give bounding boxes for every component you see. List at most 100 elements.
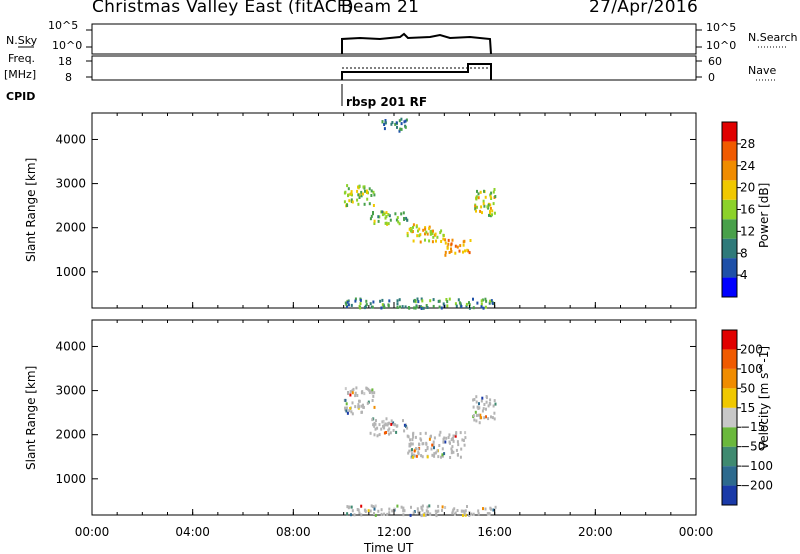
heatmap-cell <box>417 300 420 304</box>
heatmap-cell <box>369 509 372 513</box>
heatmap-cell <box>372 212 374 216</box>
heatmap-cell <box>403 509 406 513</box>
power-y-tick-label: 4000 <box>55 132 86 146</box>
heatmap-cell <box>424 449 427 452</box>
heatmap-cell <box>408 449 411 453</box>
heatmap-cell <box>422 228 425 232</box>
freq-trace <box>341 63 492 80</box>
heatmap-cell <box>489 398 492 402</box>
heatmap-cell <box>412 511 415 515</box>
heatmap-cell <box>412 239 415 243</box>
heatmap-cell <box>371 305 374 309</box>
heatmap-cell <box>346 305 348 309</box>
heatmap-cell <box>381 303 384 307</box>
heatmap-cell <box>430 229 433 233</box>
heatmap-cell <box>481 298 484 302</box>
heatmap-cell <box>366 401 369 405</box>
heatmap-cell <box>383 431 386 435</box>
heatmap-cell <box>475 197 478 201</box>
heatmap-cell <box>383 306 386 309</box>
heatmap-cell <box>351 401 354 405</box>
heatmap-cell <box>451 449 454 453</box>
heatmap-cell <box>459 431 462 435</box>
heatmap-cell <box>343 191 346 195</box>
heatmap-cell <box>383 426 386 430</box>
heatmap-cell <box>479 413 482 417</box>
heatmap-cell <box>425 304 428 307</box>
heatmap-cell <box>412 455 415 459</box>
velocity-colorbar-tick-label: 50 <box>740 381 755 395</box>
heatmap-cell <box>436 235 439 239</box>
heatmap-cell <box>436 449 439 453</box>
heatmap-cell <box>354 391 357 395</box>
heatmap-cell <box>484 305 487 309</box>
heatmap-cell <box>417 229 419 233</box>
heatmap-cell <box>417 447 420 451</box>
heatmap-cell <box>435 239 437 243</box>
heatmap-cell <box>450 242 453 246</box>
heatmap-cell <box>388 427 391 431</box>
heatmap-cell <box>489 506 492 510</box>
heatmap-cell <box>404 119 407 123</box>
heatmap-cell <box>431 232 434 235</box>
heatmap-cell <box>444 241 447 245</box>
heatmap-cell <box>356 508 359 511</box>
heatmap-cell <box>396 125 398 129</box>
heatmap-cell <box>428 504 431 508</box>
heatmap-cell <box>373 193 376 197</box>
heatmap-cell <box>472 398 475 402</box>
heatmap-cell <box>419 437 422 441</box>
heatmap-cell <box>374 504 377 508</box>
heatmap-cell <box>423 513 425 517</box>
power-heatmap <box>343 117 497 310</box>
velocity-heatmap <box>343 386 497 518</box>
heatmap-cell <box>358 185 361 188</box>
velocity-panel: 1000 2000 3000 4000 Slant Range [km] <box>24 319 697 518</box>
heatmap-cell <box>357 193 360 197</box>
heatmap-cell <box>424 238 426 242</box>
heatmap-cell <box>407 451 410 455</box>
power-y-tick-label: 2000 <box>55 221 86 235</box>
heatmap-cell <box>358 196 361 199</box>
heatmap-cell <box>464 431 467 435</box>
heatmap-cell <box>476 301 479 305</box>
heatmap-cell <box>422 442 425 446</box>
date-label: 27/Apr/2016 <box>589 0 699 17</box>
heatmap-cell <box>429 232 432 236</box>
heatmap-cell <box>351 200 354 204</box>
heatmap-cell <box>392 421 395 425</box>
heatmap-cell <box>398 119 401 123</box>
heatmap-cell <box>426 505 429 509</box>
power-colorbar-tick-label: 28 <box>740 137 755 151</box>
heatmap-cell <box>385 431 388 434</box>
heatmap-cell <box>403 120 406 124</box>
heatmap-cell <box>448 440 451 444</box>
heatmap-cell <box>489 206 492 210</box>
nsky-left-tick-top: 10^5 <box>48 19 78 32</box>
heatmap-cell <box>492 404 495 408</box>
heatmap-cell <box>490 415 492 419</box>
heatmap-cell <box>393 423 396 427</box>
heatmap-cell <box>357 405 360 409</box>
heatmap-cell <box>373 424 376 428</box>
heatmap-cell <box>468 303 471 307</box>
heatmap-cell <box>425 509 428 513</box>
velocity-colorbar-tick-label: −100 <box>740 459 773 473</box>
heatmap-cell <box>476 205 478 209</box>
heatmap-cell <box>350 190 353 194</box>
heatmap-cell <box>424 232 426 236</box>
heatmap-cell <box>405 118 408 122</box>
heatmap-cell <box>370 389 373 393</box>
heatmap-cell <box>371 418 374 422</box>
heatmap-cell <box>416 507 419 511</box>
heatmap-cell <box>487 512 490 516</box>
heatmap-cell <box>367 387 370 391</box>
heatmap-cell <box>425 230 428 234</box>
power-colorbar-segment <box>722 141 737 161</box>
power-colorbar: Power [dB] 4 8 12 16 20 24 28 <box>721 121 771 298</box>
heatmap-cell <box>399 127 402 131</box>
heatmap-cell <box>490 191 493 195</box>
heatmap-cell <box>391 121 394 124</box>
heatmap-cell <box>354 299 357 303</box>
heatmap-cell <box>434 451 437 455</box>
